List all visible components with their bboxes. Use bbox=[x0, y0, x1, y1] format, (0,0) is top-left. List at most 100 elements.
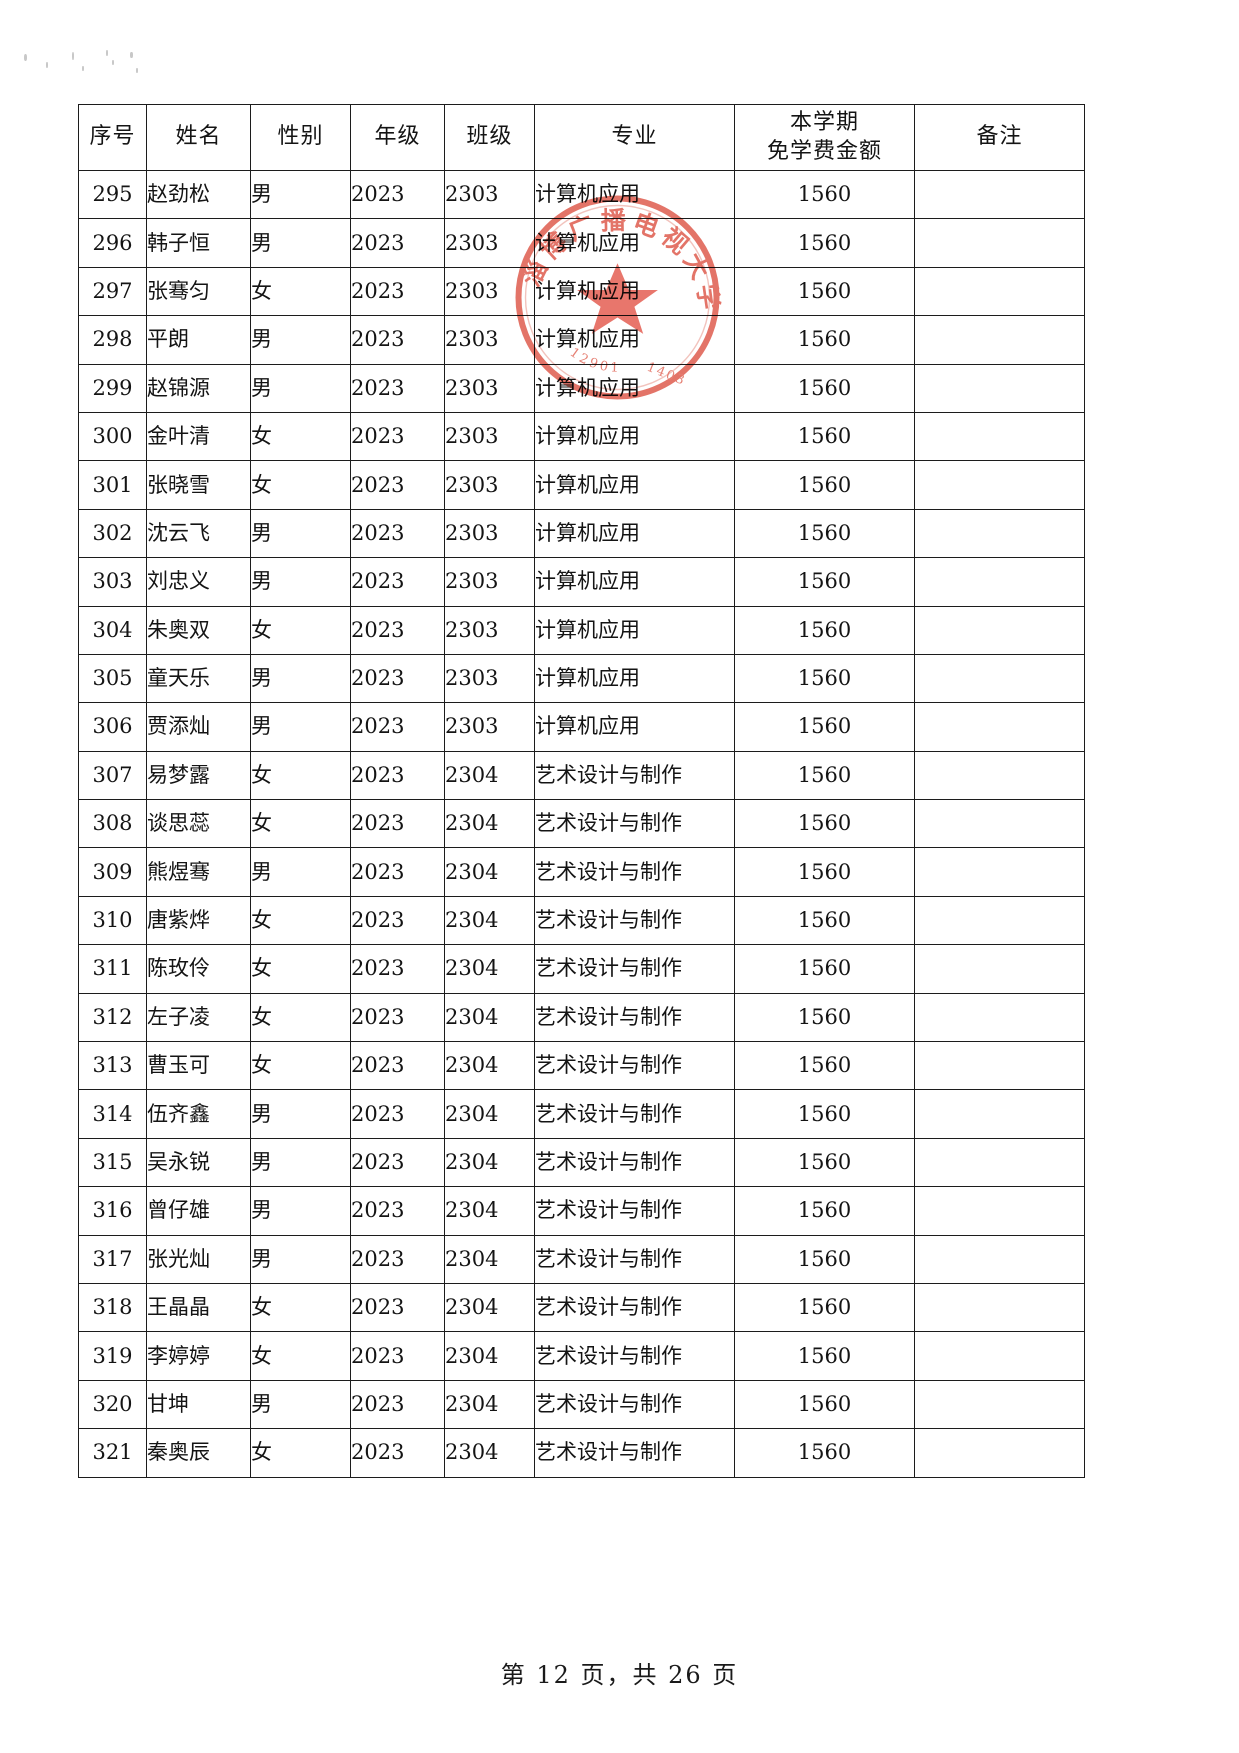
row-note bbox=[914, 557, 1085, 607]
row-major: 艺术设计与制作 bbox=[534, 1041, 735, 1091]
row-amount: 1560 bbox=[734, 218, 915, 268]
row-grade: 2023 bbox=[350, 1282, 445, 1333]
row-note bbox=[914, 1428, 1085, 1478]
row-index: 307 bbox=[78, 750, 147, 801]
row-major: 计算机应用 bbox=[534, 411, 735, 462]
row-amount: 1560 bbox=[734, 847, 915, 897]
column-header-amount-line1: 本学期 bbox=[789, 110, 859, 136]
row-name: 刘忠义 bbox=[146, 557, 251, 607]
scan-artifacts bbox=[20, 36, 180, 84]
row-name: 甘坤 bbox=[146, 1379, 251, 1430]
table-row: 295 赵劲松男 2023 2303 计算机应用 1560 bbox=[78, 169, 1085, 220]
row-grade: 2023 bbox=[350, 363, 445, 413]
row-amount: 1560 bbox=[734, 1331, 915, 1381]
row-gender: 女 bbox=[250, 1041, 351, 1091]
row-index: 318 bbox=[78, 1282, 147, 1333]
column-header-major: 专业 bbox=[534, 104, 735, 171]
row-gender: 女 bbox=[250, 1331, 351, 1381]
row-name: 张光灿 bbox=[146, 1234, 251, 1284]
row-class: 2304 bbox=[444, 750, 535, 801]
row-major: 艺术设计与制作 bbox=[534, 992, 735, 1043]
row-major: 计算机应用 bbox=[534, 266, 735, 317]
row-grade: 2023 bbox=[350, 508, 445, 559]
row-class: 2304 bbox=[444, 992, 535, 1043]
row-gender: 男 bbox=[250, 363, 351, 413]
table-row: 312 左子凌女 2023 2304 艺术设计与制作 1560 bbox=[78, 992, 1085, 1043]
scan-speck bbox=[46, 62, 48, 68]
row-class: 2304 bbox=[444, 1186, 535, 1236]
row-index: 317 bbox=[78, 1234, 147, 1284]
table-row: 315 吴永锐男 2023 2304 艺术设计与制作 1560 bbox=[78, 1137, 1085, 1188]
row-major: 计算机应用 bbox=[534, 702, 735, 752]
row-note bbox=[914, 799, 1085, 849]
row-note bbox=[914, 1186, 1085, 1236]
row-name: 李婷婷 bbox=[146, 1331, 251, 1381]
table-row: 316 曾仔雄男 2023 2304 艺术设计与制作 1560 bbox=[78, 1186, 1085, 1236]
column-header-amount: 本学期 免学费金额 bbox=[734, 104, 915, 171]
row-note bbox=[914, 847, 1085, 897]
row-amount: 1560 bbox=[734, 992, 915, 1043]
row-major: 艺术设计与制作 bbox=[534, 1186, 735, 1236]
row-index: 309 bbox=[78, 847, 147, 897]
row-name: 朱奥双 bbox=[146, 605, 251, 655]
roster-table-container: 序号 姓名 性别 年级 班级 专业 本学期 免学费金额 备注 295 赵劲松男 20… bbox=[78, 104, 1085, 1478]
row-grade: 2023 bbox=[350, 169, 445, 220]
row-class: 2304 bbox=[444, 799, 535, 849]
row-major: 计算机应用 bbox=[534, 557, 735, 607]
table-row: 300 金叶清女 2023 2303 计算机应用 1560 bbox=[78, 411, 1085, 462]
column-header-note: 备注 bbox=[914, 104, 1085, 171]
row-major: 艺术设计与制作 bbox=[534, 1282, 735, 1333]
row-index: 303 bbox=[78, 557, 147, 607]
row-index: 302 bbox=[78, 508, 147, 559]
row-grade: 2023 bbox=[350, 411, 445, 462]
row-grade: 2023 bbox=[350, 799, 445, 849]
table-row: 307 易梦露女 2023 2304 艺术设计与制作 1560 bbox=[78, 750, 1085, 801]
column-header-name: 姓名 bbox=[146, 104, 251, 171]
row-major: 艺术设计与制作 bbox=[534, 944, 735, 994]
row-gender: 男 bbox=[250, 508, 351, 559]
row-grade: 2023 bbox=[350, 1234, 445, 1284]
header-row: 序号 姓名 性别 年级 班级 专业 本学期 免学费金额 备注 bbox=[78, 104, 1085, 171]
row-class: 2304 bbox=[444, 1428, 535, 1478]
row-name: 张骞匀 bbox=[146, 266, 251, 317]
row-amount: 1560 bbox=[734, 702, 915, 752]
row-gender: 男 bbox=[250, 1137, 351, 1188]
row-index: 305 bbox=[78, 653, 147, 704]
row-name: 赵劲松 bbox=[146, 169, 251, 220]
row-amount: 1560 bbox=[734, 605, 915, 655]
row-index: 315 bbox=[78, 1137, 147, 1188]
row-name: 童天乐 bbox=[146, 653, 251, 704]
row-name: 秦奥辰 bbox=[146, 1428, 251, 1478]
row-grade: 2023 bbox=[350, 944, 445, 994]
column-header-index: 序号 bbox=[78, 104, 147, 171]
row-amount: 1560 bbox=[734, 1379, 915, 1430]
row-grade: 2023 bbox=[350, 992, 445, 1043]
row-gender: 女 bbox=[250, 992, 351, 1043]
row-amount: 1560 bbox=[734, 557, 915, 607]
row-class: 2304 bbox=[444, 1041, 535, 1091]
row-index: 301 bbox=[78, 460, 147, 510]
row-gender: 男 bbox=[250, 169, 351, 220]
table-row: 301 张晓雪女 2023 2303 计算机应用 1560 bbox=[78, 460, 1085, 510]
row-note bbox=[914, 702, 1085, 752]
row-gender: 女 bbox=[250, 799, 351, 849]
row-class: 2303 bbox=[444, 557, 535, 607]
row-grade: 2023 bbox=[350, 460, 445, 510]
row-amount: 1560 bbox=[734, 508, 915, 559]
row-index: 295 bbox=[78, 169, 147, 220]
row-grade: 2023 bbox=[350, 266, 445, 317]
table-body: 295 赵劲松男 2023 2303 计算机应用 1560 296 韩子恒男 2023 2303 计… bbox=[78, 169, 1085, 1478]
row-class: 2304 bbox=[444, 895, 535, 946]
row-grade: 2023 bbox=[350, 1041, 445, 1091]
row-class: 2304 bbox=[444, 1137, 535, 1188]
table-row: 311 陈玫伶女 2023 2304 艺术设计与制作 1560 bbox=[78, 944, 1085, 994]
row-class: 2304 bbox=[444, 1331, 535, 1381]
row-index: 320 bbox=[78, 1379, 147, 1430]
table-row: 298 平朗男 2023 2303 计算机应用 1560 bbox=[78, 315, 1085, 365]
row-name: 赵锦源 bbox=[146, 363, 251, 413]
row-name: 沈云飞 bbox=[146, 508, 251, 559]
scan-speck bbox=[82, 66, 84, 71]
row-gender: 男 bbox=[250, 653, 351, 704]
row-note bbox=[914, 1041, 1085, 1091]
table-row: 318 王晶晶女 2023 2304 艺术设计与制作 1560 bbox=[78, 1282, 1085, 1333]
